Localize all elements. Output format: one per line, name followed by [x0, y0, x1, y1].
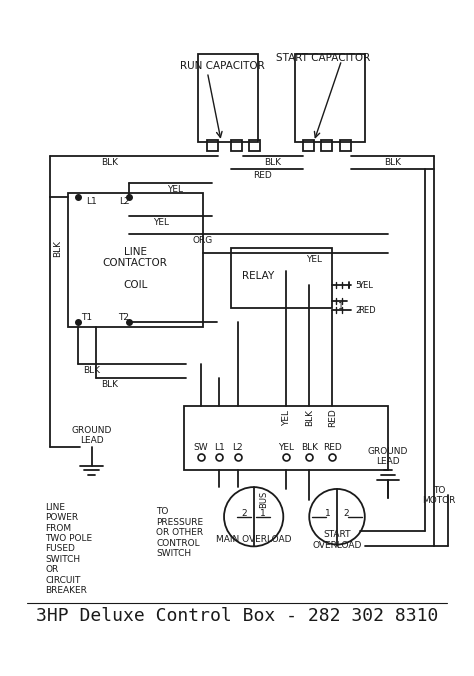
- Bar: [198, 53, 258, 142]
- Text: LINE
POWER
FROM
TWO POLE
FUSED
SWITCH
OR
CIRCUIT
BREAKER: LINE POWER FROM TWO POLE FUSED SWITCH OR…: [46, 503, 92, 595]
- Text: RED: RED: [328, 408, 337, 427]
- Text: 5: 5: [356, 281, 361, 290]
- Text: ORG: ORG: [192, 236, 213, 245]
- Text: LINE
CONTACTOR: LINE CONTACTOR: [103, 247, 168, 268]
- Text: BLK: BLK: [101, 158, 118, 166]
- Text: TO
MOTOR: TO MOTOR: [422, 486, 456, 505]
- Text: YEL: YEL: [358, 281, 373, 290]
- Text: RED: RED: [323, 443, 342, 452]
- Bar: [68, 193, 203, 327]
- Text: RUN CAPACITOR: RUN CAPACITOR: [180, 61, 264, 71]
- Text: BLK: BLK: [264, 158, 281, 166]
- Text: BLK: BLK: [384, 158, 401, 166]
- Text: YEL: YEL: [153, 218, 169, 226]
- Text: YEL: YEL: [167, 185, 183, 194]
- Text: T2: T2: [118, 313, 129, 322]
- Bar: [303, 140, 314, 151]
- Bar: [230, 140, 242, 151]
- Text: GROUND
LEAD: GROUND LEAD: [72, 425, 112, 445]
- Text: RELAY: RELAY: [242, 271, 274, 281]
- Text: L2: L2: [118, 197, 129, 206]
- Text: COIL: COIL: [123, 281, 147, 290]
- Text: L1: L1: [214, 443, 225, 452]
- Bar: [184, 406, 388, 470]
- Bar: [207, 140, 219, 151]
- Text: 2: 2: [344, 510, 349, 518]
- Text: TO
PRESSURE
OR OTHER
CONTROL
SWITCH: TO PRESSURE OR OTHER CONTROL SWITCH: [156, 508, 203, 558]
- Text: START
OVERLOAD: START OVERLOAD: [312, 530, 362, 550]
- Text: BLK: BLK: [53, 240, 62, 257]
- Text: GROUND
LEAD: GROUND LEAD: [368, 447, 408, 466]
- Bar: [340, 140, 351, 151]
- Text: L2: L2: [233, 443, 243, 452]
- Text: BLK: BLK: [301, 443, 318, 452]
- Text: 3HP Deluxe Control Box - 282 302 8310: 3HP Deluxe Control Box - 282 302 8310: [36, 607, 438, 625]
- Text: YEL: YEL: [282, 410, 291, 426]
- Text: 1: 1: [260, 510, 266, 518]
- Text: SW: SW: [193, 443, 208, 452]
- Bar: [295, 53, 365, 142]
- Bar: [321, 140, 332, 151]
- Text: BLK: BLK: [305, 409, 314, 426]
- Text: START CAPACITOR: START CAPACITOR: [276, 53, 370, 64]
- Bar: [230, 248, 332, 308]
- Text: 1: 1: [338, 302, 344, 311]
- Text: 2: 2: [356, 306, 361, 315]
- Text: MAIN OVERLOAD: MAIN OVERLOAD: [216, 535, 292, 544]
- Text: L1: L1: [86, 197, 97, 206]
- Bar: [249, 140, 260, 151]
- Text: BLK: BLK: [83, 366, 100, 375]
- Text: T1: T1: [82, 313, 92, 322]
- Text: 2: 2: [242, 510, 247, 518]
- Text: RED: RED: [254, 172, 272, 180]
- Text: BLK: BLK: [101, 380, 118, 389]
- Text: YEL: YEL: [306, 255, 322, 264]
- Text: BUS: BUS: [259, 491, 268, 508]
- Text: YEL: YEL: [278, 443, 294, 452]
- Text: RED: RED: [358, 306, 376, 315]
- Text: 1: 1: [325, 510, 331, 518]
